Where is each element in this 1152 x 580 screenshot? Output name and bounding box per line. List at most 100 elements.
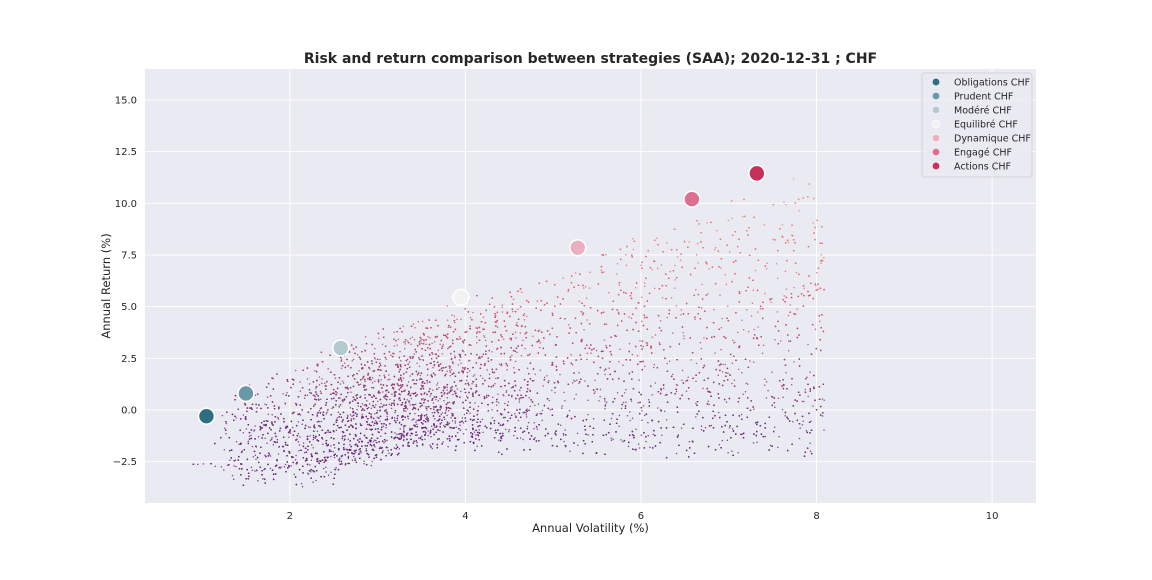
portfolio-point [436,420,438,422]
portfolio-point [416,362,418,364]
portfolio-point [682,332,684,334]
portfolio-point [379,421,381,423]
portfolio-point [534,437,536,439]
portfolio-point [686,390,688,392]
portfolio-point [714,352,716,354]
portfolio-point [221,466,223,468]
portfolio-point [424,438,426,440]
portfolio-point [611,440,613,442]
portfolio-point [610,437,612,439]
portfolio-point [803,401,805,403]
portfolio-point [516,322,518,324]
portfolio-point [370,414,372,416]
portfolio-point [307,472,309,474]
portfolio-point [203,463,205,465]
portfolio-point [512,311,514,313]
portfolio-point [477,331,479,333]
portfolio-point [382,391,384,393]
portfolio-point [434,418,436,420]
portfolio-point [701,348,703,350]
portfolio-point [336,392,338,394]
portfolio-point [544,377,546,379]
portfolio-point [476,384,478,386]
plot-area [145,69,1036,503]
portfolio-point [328,431,330,433]
portfolio-point [796,308,798,310]
portfolio-point [494,422,496,424]
portfolio-point [313,435,315,437]
portfolio-point [812,222,814,224]
portfolio-point [548,380,550,382]
portfolio-point [484,337,486,339]
portfolio-point [248,440,250,442]
portfolio-point [783,295,785,297]
portfolio-point [611,418,613,420]
portfolio-point [452,394,454,396]
portfolio-point [666,242,668,244]
portfolio-point [577,444,579,446]
portfolio-point [371,461,373,463]
portfolio-point [394,417,396,419]
portfolio-point [520,332,522,334]
portfolio-point [763,345,765,347]
portfolio-point [722,364,724,366]
portfolio-point [349,444,351,446]
portfolio-point [513,299,515,301]
portfolio-point [411,398,413,400]
portfolio-point [701,284,703,286]
portfolio-point [459,336,461,338]
portfolio-point [470,317,472,319]
portfolio-point [695,416,697,418]
portfolio-point [819,321,821,323]
portfolio-point [753,361,755,363]
portfolio-point [533,428,535,430]
portfolio-point [785,372,787,374]
portfolio-point [364,394,366,396]
portfolio-point [791,384,793,386]
portfolio-point [753,409,755,411]
portfolio-point [567,290,569,292]
portfolio-point [374,446,376,448]
portfolio-point [508,401,510,403]
portfolio-point [764,224,766,226]
portfolio-point [722,371,724,373]
portfolio-point [258,436,260,438]
portfolio-point [440,407,442,409]
portfolio-point [771,371,773,373]
portfolio-point [464,414,466,416]
portfolio-point [631,400,633,402]
portfolio-point [434,426,436,428]
portfolio-point [307,435,309,437]
portfolio-point [396,434,398,436]
portfolio-point [776,263,778,265]
portfolio-point [666,419,668,421]
portfolio-point [519,398,521,400]
portfolio-point [414,339,416,341]
portfolio-point [309,464,311,466]
portfolio-point [806,376,808,378]
portfolio-point [782,397,784,399]
portfolio-point [335,469,337,471]
portfolio-point [821,254,823,256]
portfolio-point [573,380,575,382]
portfolio-point [722,440,724,442]
portfolio-point [330,445,332,447]
portfolio-point [639,340,641,342]
portfolio-point [705,427,707,429]
portfolio-point [667,317,669,319]
portfolio-point [271,414,273,416]
portfolio-point [741,372,743,374]
portfolio-point [707,401,709,403]
portfolio-point [399,428,401,430]
portfolio-point [451,369,453,371]
portfolio-point [309,392,311,394]
portfolio-point [799,427,801,429]
portfolio-point [355,346,357,348]
portfolio-point [383,442,385,444]
portfolio-point [501,386,503,388]
portfolio-point [278,453,280,455]
portfolio-point [437,382,439,384]
portfolio-point [301,424,303,426]
portfolio-point [645,441,647,443]
portfolio-point [762,352,764,354]
